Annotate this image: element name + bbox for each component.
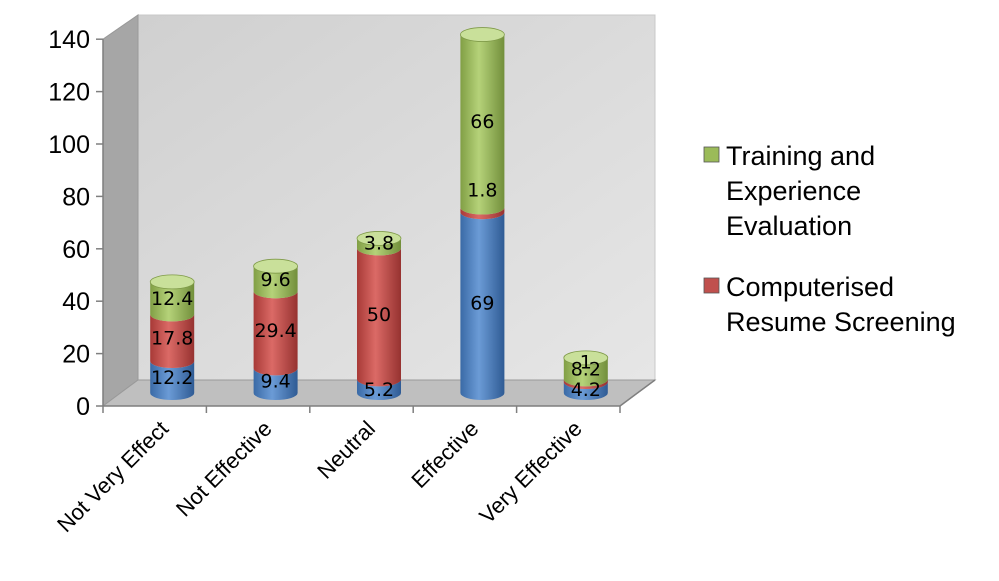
cylinder-segment-series-1 — [150, 361, 195, 400]
x-tick-label: Neutral — [312, 416, 380, 484]
cylinder-segment-series-3 — [253, 266, 298, 299]
cylinder-top-cap — [563, 350, 609, 366]
data-label: 9.4 — [260, 371, 290, 393]
cylinder-top-cap — [149, 274, 195, 290]
data-label: 1 — [580, 351, 592, 373]
cylinder-segment-series-2 — [563, 379, 608, 389]
y-tick-label: 80 — [62, 183, 90, 211]
y-tick-label: 20 — [62, 341, 90, 369]
legend-entry-text: Experience — [726, 176, 861, 206]
data-label: 9.6 — [260, 269, 290, 291]
cylinder-segment-series-1 — [357, 379, 401, 400]
x-axis-depth-line — [619, 379, 656, 407]
data-label: 5.2 — [364, 379, 394, 401]
cylinder-segment-series-2 — [357, 248, 401, 387]
side-wall — [102, 14, 139, 407]
cylinder-segment-series-2 — [253, 291, 298, 376]
data-label: 8.2 — [571, 359, 601, 381]
legend-entry-text: Training and — [726, 141, 875, 171]
y-tick-label: 60 — [62, 236, 90, 264]
cylinder-segment-series-1 — [563, 381, 608, 401]
cylinder-segment-series-1 — [253, 368, 298, 401]
legend-swatch — [703, 146, 720, 163]
cylinder-top-cap — [459, 27, 505, 42]
cylinder-segment-series-3 — [563, 357, 608, 387]
data-label: 50 — [367, 304, 391, 326]
x-tick-label: Not Very Effect — [52, 416, 173, 537]
cylinder-top-cap — [253, 258, 299, 274]
data-label: 12.2 — [151, 367, 193, 389]
cylinder-segment-series-1 — [460, 212, 505, 401]
legend-entry-text: Evaluation — [726, 211, 852, 241]
data-label: 29.4 — [254, 320, 296, 342]
data-label: 3.8 — [364, 232, 394, 254]
legend-entry-text: Resume Screening — [726, 307, 956, 337]
cylinder-segment-series-3 — [357, 238, 401, 256]
data-label: 1.8 — [467, 180, 497, 202]
data-label: 17.8 — [151, 328, 193, 350]
cylinder-top-cap — [356, 231, 402, 246]
cylinder-segment-series-2 — [460, 207, 505, 220]
y-tick-label: 0 — [76, 393, 90, 421]
data-label: 12.4 — [151, 288, 193, 310]
cylinder-segment-series-3 — [460, 34, 505, 215]
x-tick-label: Effective — [406, 416, 483, 493]
x-tick-label: Not Effective — [171, 416, 277, 522]
x-tick-label: Very Effective — [474, 416, 587, 529]
legend-swatch — [703, 277, 720, 294]
y-tick-label: 40 — [62, 288, 90, 316]
legend-entry-text: Computerised — [726, 272, 894, 302]
cylinder-segment-series-3 — [150, 281, 195, 322]
data-label: 69 — [470, 293, 494, 315]
cylinder-segment-series-2 — [150, 314, 195, 369]
y-tick-label: 120 — [48, 79, 90, 107]
y-tick-label: 140 — [48, 26, 90, 54]
data-label: 66 — [470, 111, 494, 133]
y-tick-label: 100 — [48, 131, 90, 159]
data-label: 4.2 — [571, 379, 601, 401]
